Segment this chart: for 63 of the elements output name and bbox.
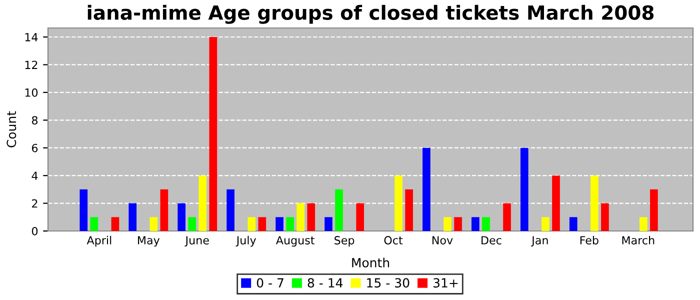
bar	[198, 176, 207, 231]
y-tick-label: 6	[32, 144, 38, 152]
bar	[178, 203, 186, 231]
bar	[552, 176, 560, 231]
bar	[209, 37, 218, 231]
bar	[569, 217, 578, 231]
x-tick-label: March	[622, 236, 654, 244]
bar	[405, 189, 413, 231]
bar	[650, 189, 658, 231]
x-tick-label: Feb	[580, 236, 598, 244]
x-tick-label: August	[276, 236, 314, 247]
y-tick-label: 10	[25, 88, 38, 97]
x-tick-label: Jan	[531, 236, 548, 247]
bar	[542, 217, 550, 231]
bar	[188, 217, 196, 231]
x-tick-label: Sep	[334, 236, 354, 247]
x-tick-label: Nov	[432, 236, 453, 244]
bar	[296, 203, 305, 231]
y-tick-label: 0	[32, 226, 38, 236]
legend-label: 15 - 30	[367, 278, 410, 288]
bar	[356, 203, 364, 231]
legend-label: 0 - 7	[256, 278, 284, 288]
bar	[286, 217, 294, 231]
bar	[150, 217, 158, 231]
y-tick-label: 2	[32, 199, 38, 208]
bar	[454, 217, 462, 231]
x-tick-label: June	[184, 236, 209, 247]
x-axis-title: Month	[352, 258, 390, 268]
bar	[444, 217, 452, 231]
bar	[422, 148, 430, 231]
x-tick-label: Dec	[482, 236, 502, 244]
bar	[307, 203, 316, 231]
x-tick-label: Oct	[384, 236, 403, 244]
bar	[335, 189, 343, 231]
chart-title: iana-mime Age groups of closed tickets March 2008	[88, 4, 654, 24]
bar	[520, 148, 528, 231]
y-tick-label: 14	[25, 33, 38, 42]
bar	[472, 217, 480, 231]
bar	[111, 217, 120, 231]
x-tick-label: May	[138, 236, 160, 247]
x-tick-label: July	[236, 236, 256, 247]
bar	[503, 203, 511, 231]
y-axis-title: Count	[6, 111, 16, 148]
legend-label: 31+	[433, 278, 458, 288]
bar	[90, 217, 98, 231]
bar	[482, 217, 490, 231]
y-tick-label: 8	[32, 116, 38, 125]
bar	[601, 203, 609, 231]
bar	[248, 217, 256, 231]
bar	[324, 217, 332, 231]
bar	[258, 217, 266, 231]
bar	[590, 176, 598, 231]
bar	[160, 189, 168, 231]
y-tick-label: 4	[32, 172, 38, 180]
bar	[128, 203, 137, 231]
x-tick-label: April	[86, 236, 112, 247]
y-tick-label: 12	[25, 60, 38, 69]
legend-label: 8 - 14	[308, 278, 343, 288]
bar	[80, 189, 88, 231]
bar	[226, 189, 234, 231]
bar	[394, 176, 402, 231]
bar	[639, 217, 648, 231]
bar	[276, 217, 284, 231]
